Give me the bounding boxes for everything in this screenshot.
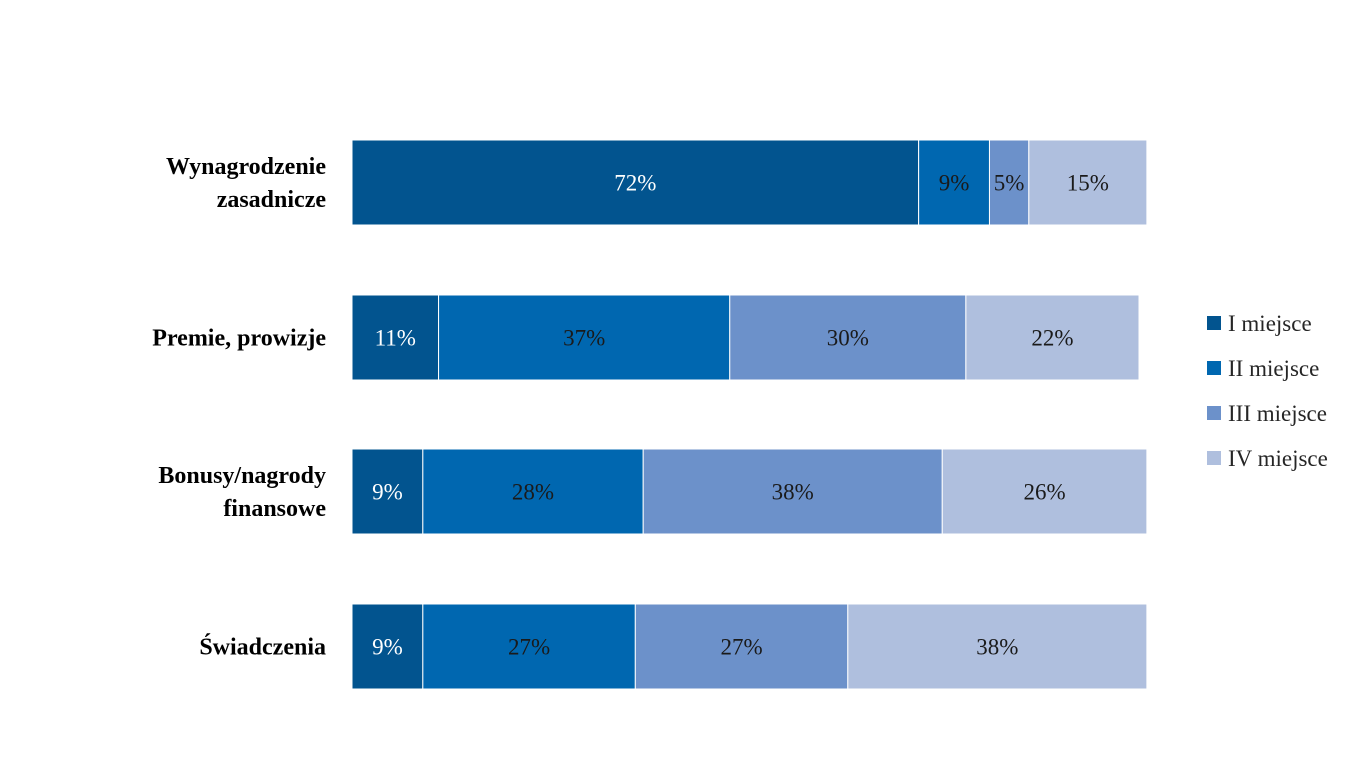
category-label-line: Świadczenia bbox=[199, 634, 326, 661]
category-label: Premie, prowizje bbox=[152, 326, 326, 352]
data-label: 27% bbox=[508, 635, 550, 660]
legend-label: III miejsce bbox=[1228, 401, 1327, 426]
data-label: 28% bbox=[512, 480, 554, 505]
legend-item: III miejsce bbox=[1207, 401, 1327, 426]
legend-label: II miejsce bbox=[1228, 356, 1319, 381]
legend-item: IV miejsce bbox=[1207, 446, 1328, 471]
category-label-line: zasadnicze bbox=[217, 187, 327, 213]
data-label: 38% bbox=[772, 480, 814, 505]
category-label: Wynagrodzenie zasadnicze bbox=[166, 154, 326, 213]
data-label: 26% bbox=[1023, 480, 1065, 505]
data-label: 38% bbox=[976, 635, 1018, 660]
category-label-line: Premie, prowizje bbox=[152, 326, 326, 352]
bar-segment bbox=[422, 603, 636, 690]
bar-segment bbox=[729, 294, 967, 381]
legend-label: IV miejsce bbox=[1228, 446, 1328, 471]
legend-item: II miejsce bbox=[1207, 356, 1319, 381]
bar-segment bbox=[965, 294, 1140, 381]
category-label: Świadczenia bbox=[199, 634, 326, 661]
data-label: 22% bbox=[1031, 326, 1073, 351]
bar-segment bbox=[847, 603, 1148, 690]
legend-label: I miejsce bbox=[1228, 311, 1312, 336]
data-label: 30% bbox=[827, 326, 869, 351]
data-label: 11% bbox=[375, 326, 416, 351]
data-label: 72% bbox=[614, 171, 656, 196]
data-label: 15% bbox=[1067, 171, 1109, 196]
bar-segment bbox=[351, 448, 424, 535]
data-label: 9% bbox=[372, 635, 403, 660]
category-label-line: finansowe bbox=[223, 496, 326, 522]
bar-segment bbox=[438, 294, 731, 381]
bar-segment bbox=[918, 139, 990, 226]
legend-swatch bbox=[1207, 361, 1221, 375]
legend-swatch bbox=[1207, 451, 1221, 465]
bar-segment bbox=[1028, 139, 1148, 226]
bar-segment bbox=[422, 448, 644, 535]
bar-segment bbox=[351, 139, 920, 226]
bar-segment bbox=[351, 294, 440, 381]
bar-segment bbox=[351, 603, 424, 690]
data-label: 9% bbox=[372, 480, 403, 505]
bar-segment bbox=[941, 448, 1148, 535]
data-label: 37% bbox=[563, 326, 605, 351]
legend-item: I miejsce bbox=[1207, 311, 1312, 336]
legend-swatch bbox=[1207, 316, 1221, 330]
legend-swatch bbox=[1207, 406, 1221, 420]
category-label-line: Wynagrodzenie bbox=[166, 154, 326, 180]
data-label: 27% bbox=[720, 635, 762, 660]
category-label: Bonusy/nagrody finansowe bbox=[158, 463, 326, 522]
data-label: 9% bbox=[939, 171, 970, 196]
category-label-line: Bonusy/nagrody bbox=[158, 463, 326, 489]
data-label: 5% bbox=[994, 171, 1025, 196]
bar-segment bbox=[988, 139, 1030, 226]
bar-segment bbox=[634, 603, 849, 690]
